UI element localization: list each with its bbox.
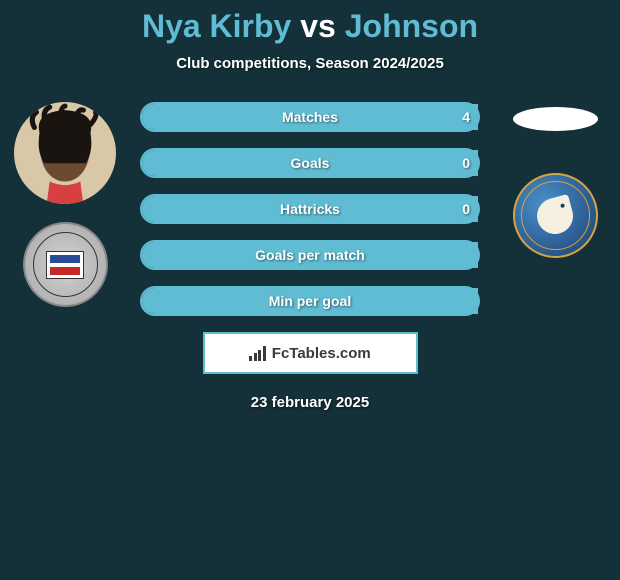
stat-row-goals-per-match: Goals per match [140,240,480,270]
content-area: Matches 4 Goals 0 Hattricks 0 Goals per … [0,102,620,411]
branding-text: FcTables.com [272,345,371,362]
stat-label: Min per goal [269,293,351,309]
stats-table: Matches 4 Goals 0 Hattricks 0 Goals per … [140,102,480,316]
left-column [10,102,120,307]
stat-label: Goals [291,155,330,171]
stat-row-goals: Goals 0 [140,148,480,178]
oxford-city-logo [23,222,108,307]
stat-value-left: 0 [462,155,470,171]
stat-value-left: 4 [462,109,470,125]
stat-label: Matches [282,109,338,125]
player1-avatar [14,102,116,204]
title-vs: vs [300,8,336,44]
page-title: Nya Kirby vs Johnson [0,0,620,45]
player2-avatar-placeholder [513,107,598,131]
stat-label: Goals per match [255,247,365,263]
oxford-emblem [46,251,84,279]
kings-bird-emblem [533,193,577,237]
stat-row-hattricks: Hattricks 0 [140,194,480,224]
chart-icon [249,346,266,361]
stat-label: Hattricks [280,201,340,217]
fctables-branding[interactable]: FcTables.com [203,332,418,374]
comparison-date: 23 february 2025 [0,394,620,411]
stat-row-matches: Matches 4 [140,102,480,132]
stat-row-min-per-goal: Min per goal [140,286,480,316]
title-player1: Nya Kirby [142,8,291,44]
kings-lynn-logo [513,173,598,258]
title-player2: Johnson [345,8,478,44]
stat-value-left: 0 [462,201,470,217]
right-column [500,102,610,258]
subtitle: Club competitions, Season 2024/2025 [0,55,620,72]
